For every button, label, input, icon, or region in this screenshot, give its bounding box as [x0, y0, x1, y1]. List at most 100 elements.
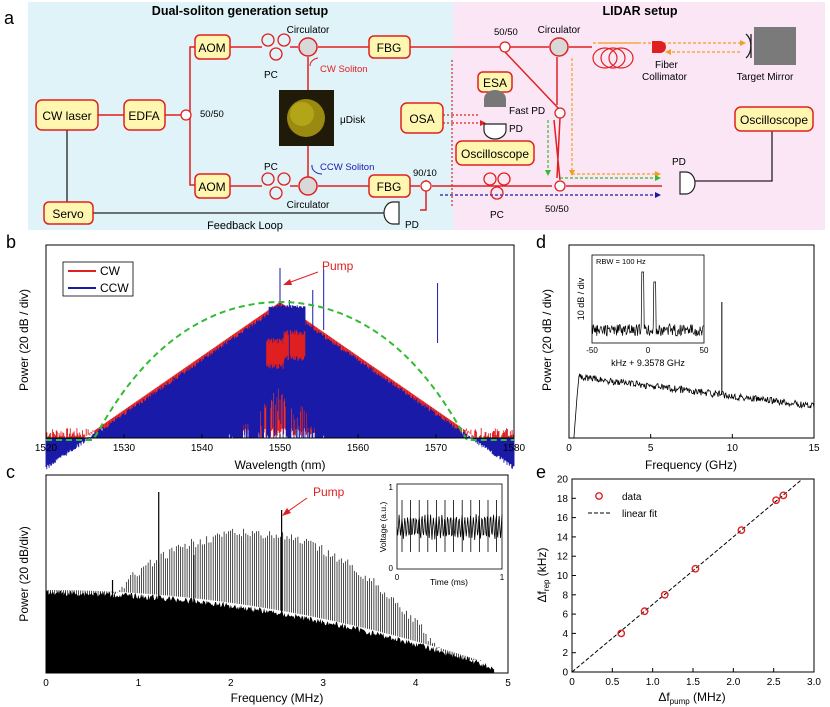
- chart-e-ticks: 0 0.5 1.0 1.5 2.0 2.5 3.0 0 2 4 6 8 10 12 14 16 18 20: [557, 475, 822, 689]
- oscilloscope-right-label: Oscilloscope: [740, 113, 808, 127]
- chart-e-xlabel: Δfpump (MHz): [658, 690, 725, 706]
- chart-c-inset-xtick-0: 0: [395, 573, 400, 582]
- chart-c-inset-ytick-0: 0: [389, 564, 394, 573]
- legend-label-fit: linear fit: [622, 509, 657, 520]
- fiber-coil: [592, 47, 634, 69]
- chart-e-frame: [571, 478, 815, 673]
- chart-b-xtick-label: 1580: [503, 443, 526, 454]
- panel-e: e 0 0.5 1.0 1.5 2.0 2.5 3.0 0 2 4 6 8 10 12 14 16 18 20 Δ…: [535, 462, 821, 706]
- chart-e-xlabel-sub: pump: [670, 697, 691, 706]
- chart-c-noise-floor: [46, 590, 495, 673]
- chart-e-ytick-label: 10: [557, 571, 569, 582]
- edfa-label: EDFA: [128, 109, 159, 123]
- chart-e-xtick-label: 3.0: [807, 677, 821, 688]
- servo-label: Servo: [52, 207, 84, 221]
- panel-c: c 0 1 2 3 4 5 Frequency (MHz) Power (20 dB/di…: [6, 462, 511, 705]
- chart-e-data-point: [737, 526, 746, 535]
- chart-c-xtick-label: 2: [228, 678, 234, 689]
- chart-c-ticks: 0 1 2 3 4 5: [43, 669, 511, 689]
- osa-box: [400, 102, 444, 134]
- esa-label: ESA: [483, 76, 507, 90]
- pd-right-label: PD: [672, 157, 686, 168]
- chart-c-inset-trace: [396, 514, 503, 541]
- chart-c-pump-arrowhead: [282, 508, 291, 516]
- chart-c-frame: [45, 474, 509, 674]
- chart-c-pump-label: Pump: [313, 485, 345, 499]
- osa-label: OSA: [409, 112, 434, 126]
- split-5050-top-label: 50/50: [494, 27, 518, 38]
- fbg-bottom-box: [368, 174, 411, 198]
- chart-b-legend-box: [62, 261, 134, 297]
- circulators: [298, 37, 569, 196]
- legend-label-data: data: [622, 492, 642, 503]
- oscilloscope-mid-label: Oscilloscope: [461, 147, 529, 161]
- chart-c-inset-plot: [396, 500, 503, 552]
- chart-c-inset-ylabel: Voltage (a.u.): [378, 502, 388, 553]
- cw-soliton-arrow: [309, 57, 319, 67]
- chart-e-ytick-label: 18: [557, 494, 569, 505]
- fiber-collimator-icon: [652, 41, 666, 53]
- oscilloscope-mid-box: [455, 140, 535, 166]
- chart-e-xtick-label: 1.5: [686, 677, 700, 688]
- chart-d-xtick-label: 15: [808, 443, 820, 454]
- target-mirror-icon: [754, 27, 796, 65]
- circulator-lidar-label: Circulator: [538, 25, 581, 36]
- chart-d-inset-xtick-2: 50: [700, 346, 709, 355]
- chart-e-xtick-label: 1.0: [646, 677, 660, 688]
- chart-b-fit-envelope: [46, 301, 514, 441]
- oscilloscope-right-box: [734, 106, 814, 132]
- chart-e-fit-line: [571, 479, 803, 673]
- chart-c-xtick-label: 1: [136, 678, 142, 689]
- chart-b-plot: [45, 268, 515, 470]
- pd-to-oscilloscope-line: [690, 131, 773, 182]
- chart-e-ytick-label: 0: [562, 668, 568, 679]
- chart-b-pump-label: Pump: [322, 259, 354, 273]
- feedback-loop-line: [66, 130, 390, 214]
- chart-c-comb-lines: [47, 528, 481, 661]
- chart-d-inset-xtick-0: -50: [586, 346, 598, 355]
- chart-e-ytick-label: 6: [562, 610, 568, 621]
- chart-e-ytick-label: 20: [557, 475, 569, 486]
- fiber-collimator-label-2: Collimator: [642, 72, 688, 83]
- pd-feedback-label: PD: [405, 220, 419, 231]
- circulator-top-label: Circulator: [287, 25, 330, 36]
- chart-e-xlabel-unit: (MHz): [690, 690, 726, 704]
- lidar-title: LIDAR setup: [603, 4, 678, 18]
- chart-d-inset-ylabel: 10 dB / div: [576, 277, 586, 320]
- dual-soliton-title: Dual-soliton generation setup: [152, 4, 329, 18]
- chart-d-trace: [569, 372, 815, 439]
- chart-b-xtick-label: 1550: [269, 443, 292, 454]
- pd-right-icon: [679, 171, 696, 195]
- chart-b-xtick-label: 1570: [425, 443, 448, 454]
- chart-c-xtick-label: 5: [505, 678, 511, 689]
- chart-d-ticks: 0 5 10 15: [566, 434, 820, 454]
- chart-c-inset: 1 0 0 1 Time (ms) Voltage (a.u.): [378, 483, 505, 587]
- legend-label-cw: CW: [100, 264, 121, 278]
- fbg-top-box: [368, 35, 411, 59]
- chart-b-xtick-label: 1530: [113, 443, 136, 454]
- fbg-bottom-label: FBG: [377, 180, 402, 194]
- chart-e-ylabel: Δfrep (kHz): [535, 548, 551, 603]
- fbg-top-label: FBG: [377, 41, 402, 55]
- chart-e-xtick-label: 2.0: [726, 677, 740, 688]
- cw-soliton-label: CW Soliton: [320, 64, 368, 75]
- chart-e-data-point: [772, 496, 780, 505]
- chart-e-ytick-label: 16: [557, 513, 569, 524]
- panel-label-a: a: [4, 8, 15, 28]
- chart-c-pump-arrow: [286, 497, 308, 513]
- chart-e-data-point: [617, 629, 626, 638]
- panel-d: d 0 5 10 15 Frequency (GHz) Power (20 dB / …: [536, 232, 820, 472]
- udisk-label: μDisk: [340, 115, 366, 126]
- fast-pd-icon: [484, 90, 506, 107]
- feedback-loop-label: Feedback Loop: [207, 220, 283, 232]
- dashed-beams: [440, 42, 740, 208]
- circulator-bottom-label: Circulator: [287, 200, 330, 211]
- chart-d-inset-rbw: RBW = 100 Hz: [596, 257, 646, 266]
- chart-e-xtick-label: 0.5: [605, 677, 619, 688]
- chart-e-xtick-label: 2.5: [767, 677, 781, 688]
- chart-b-pump-arrow: [287, 271, 319, 284]
- panel-label-d: d: [536, 232, 546, 252]
- legend-marker-data: [595, 492, 603, 500]
- chart-e-ytick-label: 4: [562, 629, 568, 640]
